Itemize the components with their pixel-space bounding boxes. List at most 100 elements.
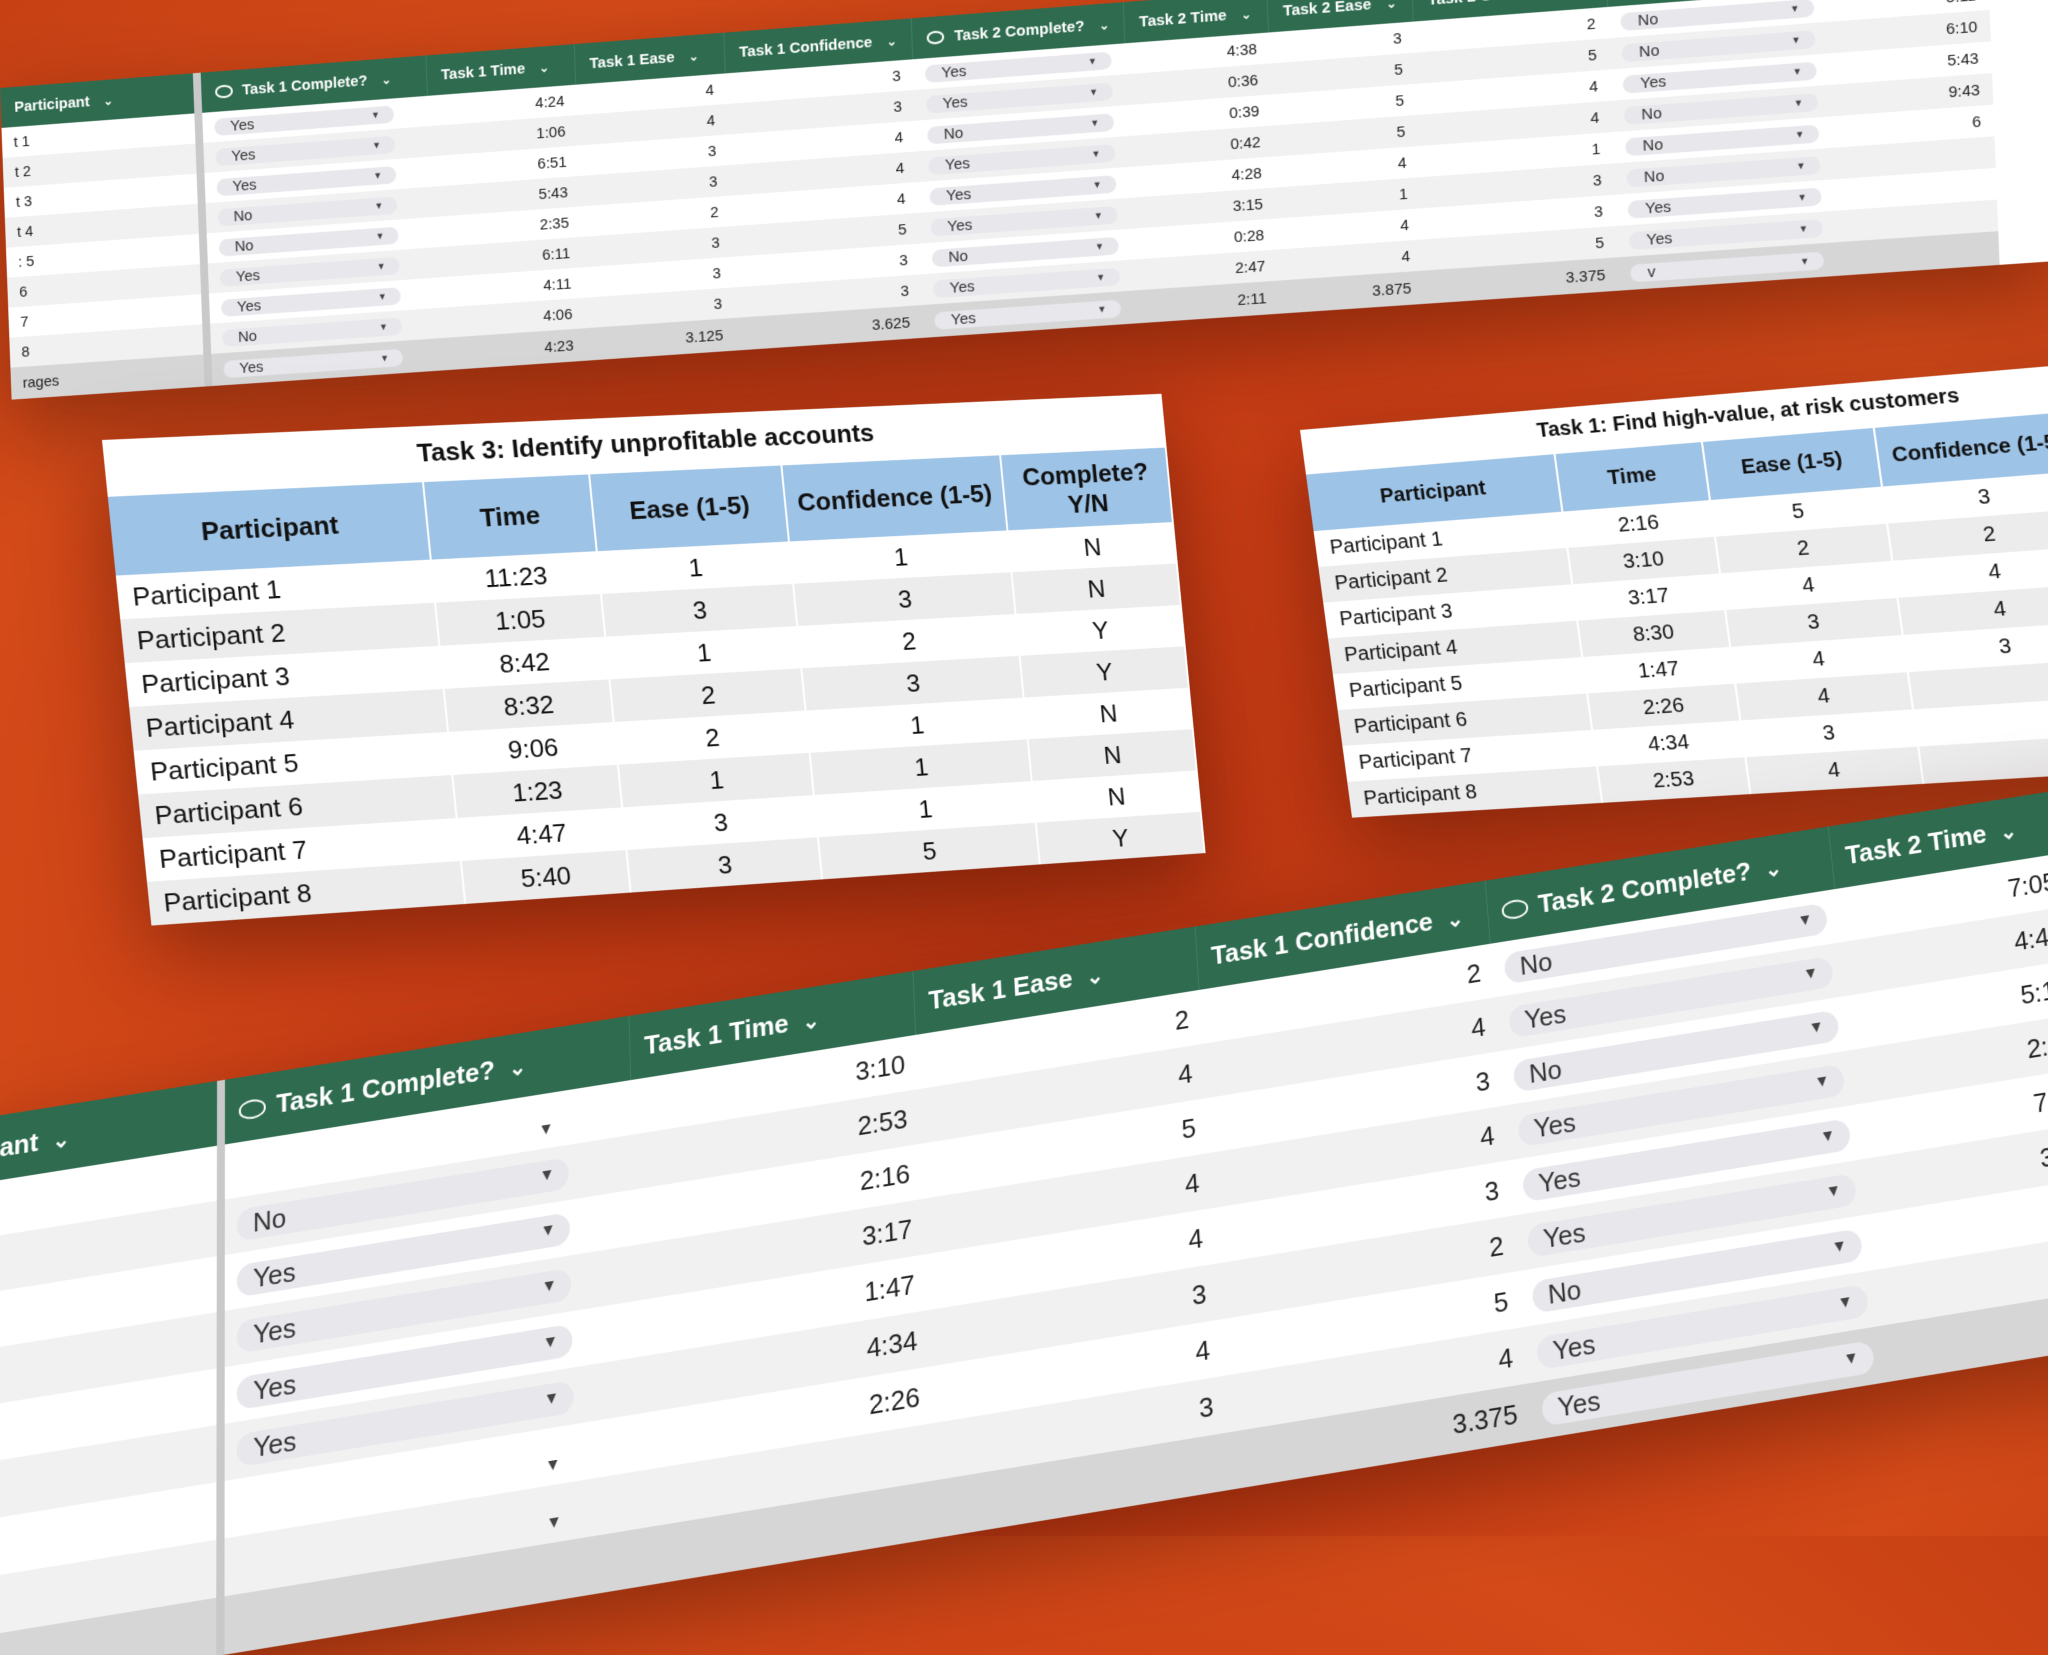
caret-down-icon: ▼: [1800, 256, 1810, 267]
complete-value: No: [943, 124, 963, 143]
caret-down-icon: ▼: [544, 1389, 560, 1410]
caret-down-icon: ▼: [1797, 911, 1814, 931]
caret-down-icon: ▼: [1091, 148, 1101, 159]
caret-down-icon: ▼: [1819, 1127, 1836, 1148]
caret-down-icon: ▼: [1097, 304, 1107, 315]
caret-down-icon: ▼: [539, 1165, 555, 1186]
chevron-down-icon[interactable]: ⌄: [1241, 6, 1252, 21]
complete-value: Yes: [1640, 72, 1667, 92]
caret-down-icon: ▼: [538, 1119, 554, 1140]
task1-table: Task 1: Find high-value, at risk custome…: [1300, 352, 2048, 818]
task3-table: Task 3: Identify unprofitable accounts P…: [102, 394, 1206, 926]
caret-down-icon: ▼: [1089, 87, 1099, 98]
complete-value: No: [1637, 10, 1658, 29]
complete-value: Yes: [231, 146, 256, 165]
caret-down-icon: ▼: [380, 353, 389, 364]
caret-down-icon: ▼: [1837, 1292, 1854, 1313]
chevron-down-icon[interactable]: ⌄: [539, 60, 550, 75]
complete-value: Yes: [949, 277, 975, 296]
column-header-label: Task 2 Ease: [1283, 0, 1372, 19]
caret-down-icon: ▼: [1793, 97, 1803, 108]
column-header-label: Participant: [14, 93, 90, 116]
chevron-down-icon[interactable]: ⌄: [1445, 906, 1464, 933]
caret-down-icon: ▼: [1088, 56, 1098, 67]
complete-value: Yes: [947, 216, 973, 235]
chevron-down-icon[interactable]: ⌄: [886, 33, 897, 48]
scene: Participant ⌄ Task 1 Complete? ⌄ Task 1 Time…: [0, 0, 2048, 1536]
complete-value: No: [1528, 1053, 1563, 1088]
column-header-label: Task 1 Complete?: [242, 72, 368, 99]
complete-value: Yes: [232, 176, 257, 195]
dropdown-type-icon: [215, 85, 233, 99]
chevron-down-icon[interactable]: ⌄: [381, 72, 391, 87]
complete-value: No: [1641, 104, 1662, 123]
caret-down-icon: ▼: [371, 110, 380, 121]
dropdown-type-icon: [239, 1098, 266, 1121]
chevron-down-icon[interactable]: ⌄: [1086, 963, 1104, 991]
avg-complete-value: Yes: [1556, 1384, 1601, 1422]
chevron-down-icon[interactable]: ⌄: [509, 1054, 527, 1082]
complete-value: Yes: [1542, 1216, 1587, 1254]
caret-down-icon: ▼: [1825, 1181, 1842, 1202]
caret-down-icon: ▼: [1802, 964, 1819, 984]
dropdown-type-icon: [1501, 898, 1529, 920]
complete-value: Yes: [1646, 229, 1673, 249]
complete-value: No: [1519, 946, 1554, 981]
column-header-label: Task 1 Ease: [928, 962, 1073, 1015]
chevron-down-icon[interactable]: ⌄: [1386, 0, 1397, 11]
complete-value: No: [948, 247, 968, 266]
column-header-label: Task 2 Confidence: [1428, 0, 1567, 8]
caret-down-icon: ▼: [1843, 1349, 1860, 1370]
complete-value: Yes: [942, 93, 968, 112]
column-header-label: Task 2 Time: [1139, 6, 1227, 30]
caret-down-icon: ▼: [372, 140, 381, 151]
avg-complete-value: Yes: [950, 309, 976, 328]
complete-value: Yes: [253, 1368, 296, 1406]
column-header-label: Task 1 Time: [441, 60, 526, 84]
caret-down-icon: ▼: [542, 1332, 558, 1353]
caret-down-icon: ▼: [540, 1221, 556, 1242]
chevron-down-icon[interactable]: ⌄: [52, 1126, 70, 1154]
caret-down-icon: ▼: [1095, 241, 1105, 252]
chevron-down-icon[interactable]: ⌄: [103, 93, 113, 108]
cell-value: 2:53: [1598, 757, 1751, 803]
avg-complete-dropdown[interactable]: Yes ▼: [934, 299, 1121, 329]
caret-down-icon: ▼: [1790, 3, 1800, 14]
caret-down-icon: ▼: [379, 322, 388, 333]
complete-value: Yes: [1537, 1161, 1581, 1198]
column-header-label: Task 1 Confidence: [739, 33, 873, 60]
chevron-down-icon[interactable]: ⌄: [1099, 17, 1110, 32]
complete-value: No: [1642, 135, 1663, 154]
complete-value: No: [234, 237, 253, 255]
caret-down-icon: ▼: [546, 1512, 562, 1534]
caret-down-icon: ▼: [1797, 192, 1807, 203]
complete-value: No: [1639, 41, 1660, 60]
avg-complete-dropdown[interactable]: v ▼: [1630, 251, 1824, 282]
complete-value: Yes: [1523, 998, 1567, 1035]
caret-down-icon: ▼: [1814, 1072, 1831, 1093]
avg-complete-value: v: [1647, 263, 1656, 281]
complete-value: Yes: [253, 1311, 296, 1349]
avg-complete-dropdown[interactable]: Yes ▼: [223, 348, 403, 377]
caret-down-icon: ▼: [374, 200, 383, 211]
chevron-down-icon[interactable]: ⌄: [1764, 855, 1783, 882]
chevron-down-icon[interactable]: ⌄: [688, 48, 699, 63]
top-spreadsheet: Participant ⌄ Task 1 Complete? ⌄ Task 1 Time…: [0, 0, 2048, 400]
column-header-2: Ease (1-5): [589, 464, 790, 551]
caret-down-icon: ▼: [373, 170, 382, 181]
column-header-label: Task 2 Time: [1844, 818, 1988, 870]
caret-down-icon: ▼: [1795, 129, 1805, 140]
complete-value: Yes: [945, 154, 971, 173]
complete-value: Yes: [230, 115, 255, 134]
chevron-down-icon[interactable]: ⌄: [802, 1007, 820, 1035]
avg-complete-value: Yes: [239, 358, 264, 377]
complete-value: No: [238, 327, 257, 345]
caret-down-icon: ▼: [1094, 210, 1104, 221]
caret-down-icon: ▼: [1808, 1018, 1825, 1038]
caret-down-icon: ▼: [1791, 34, 1801, 45]
complete-value: Yes: [946, 185, 972, 204]
chevron-down-icon[interactable]: ⌄: [1998, 818, 2018, 845]
column-header-label: Task 1 Ease: [589, 48, 675, 72]
caret-down-icon: ▼: [1792, 66, 1802, 77]
complete-value: Yes: [1532, 1106, 1576, 1143]
